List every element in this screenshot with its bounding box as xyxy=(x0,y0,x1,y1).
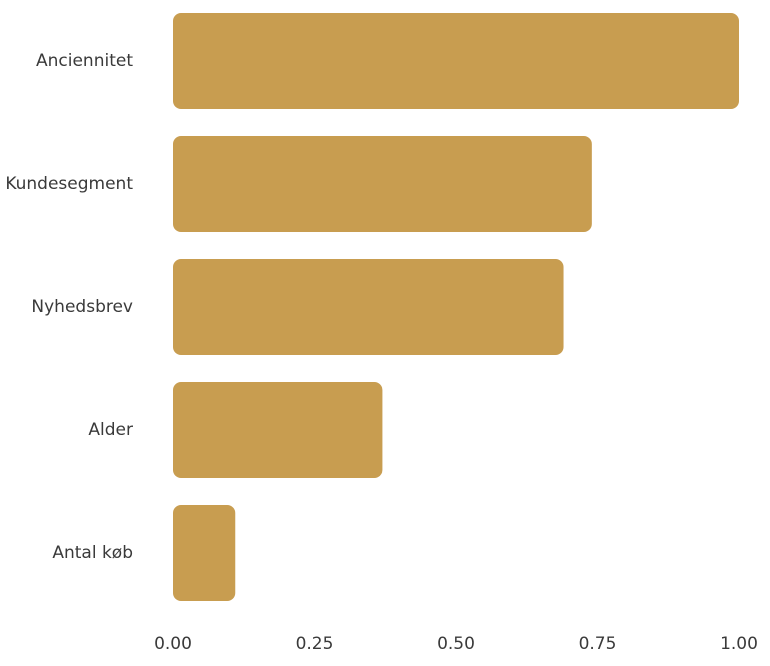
x-tick-label: 0.50 xyxy=(437,634,475,654)
category-label: Anciennitet xyxy=(36,51,133,71)
bars-group xyxy=(173,13,739,601)
category-labels: Anciennitet Kundesegment Nyhedsbrev Alder An… xyxy=(5,51,133,563)
x-tick-label: 0.75 xyxy=(579,634,617,654)
category-label: Alder xyxy=(88,420,133,440)
category-label: Kundesegment xyxy=(5,174,133,194)
bar-0 xyxy=(173,13,739,109)
bar-2 xyxy=(173,259,564,355)
x-axis-ticks: 0.00 0.25 0.50 0.75 1.00 xyxy=(154,634,758,654)
category-label: Nyhedsbrev xyxy=(31,297,133,317)
category-label: Antal køb xyxy=(52,543,133,563)
bar-3 xyxy=(173,382,383,478)
x-tick-label: 1.00 xyxy=(720,634,758,654)
x-tick-label: 0.25 xyxy=(296,634,334,654)
bar-1 xyxy=(173,136,592,232)
x-tick-label: 0.00 xyxy=(154,634,192,654)
bar-4 xyxy=(173,505,236,601)
